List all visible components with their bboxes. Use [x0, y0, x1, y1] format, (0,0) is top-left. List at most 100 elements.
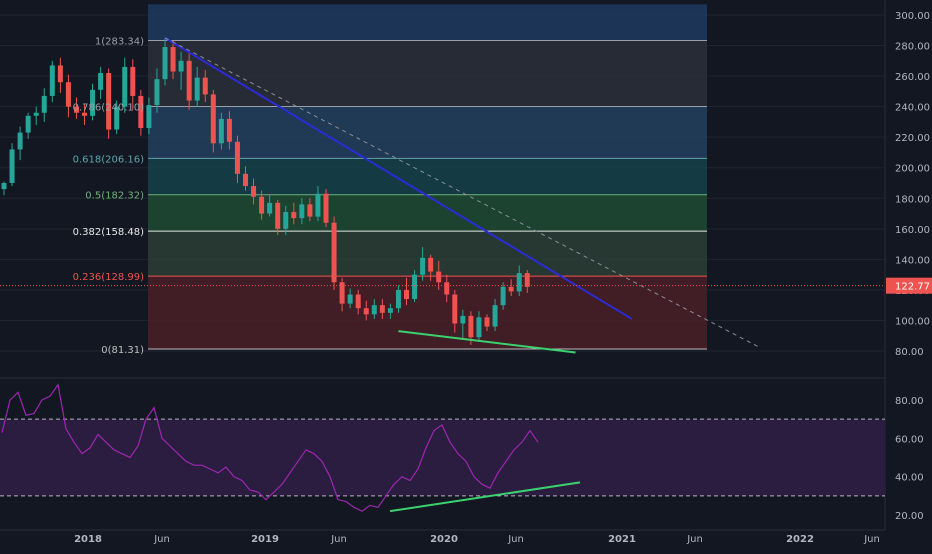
candle-body: [492, 305, 498, 327]
candle-body: [226, 118, 232, 142]
rsi-axis[interactable]: 80.00 60.00 40.00 20.00: [895, 396, 924, 522]
time-tick-label: 2019: [251, 534, 279, 545]
candle-body: [41, 95, 47, 113]
time-tick-label: Jun: [686, 534, 703, 545]
candle-body: [331, 222, 337, 283]
candle-body: [25, 115, 31, 133]
candle-body: [460, 315, 466, 324]
fib-zone: [148, 4, 707, 41]
candle-body: [387, 308, 393, 313]
candle-body: [194, 77, 200, 101]
candle-body: [355, 294, 361, 309]
candle-body: [379, 305, 385, 313]
candle-body: [524, 273, 530, 287]
candle-body: [299, 204, 305, 219]
candle-body: [234, 141, 240, 174]
candle-body: [484, 317, 490, 327]
rsi-line: [1, 383, 539, 512]
rsi-pane: [0, 383, 885, 513]
candle-body: [9, 149, 15, 183]
candle-body: [202, 77, 208, 95]
price-tick-label: 200.00: [895, 164, 930, 175]
candle-body: [452, 294, 458, 324]
candle-body: [243, 173, 248, 187]
time-tick-label: 2021: [608, 534, 636, 545]
candle-body: [291, 212, 297, 219]
rsi-divergence-line: [389, 481, 581, 513]
price-tick-label: 240.00: [895, 103, 930, 114]
candle-body: [347, 294, 353, 304]
candle-body: [130, 66, 136, 96]
price-tick-label: 80.00: [895, 347, 924, 358]
fib-level-label: 0.236(128.99): [73, 272, 145, 283]
candle-body: [98, 73, 104, 90]
candle-body: [476, 317, 482, 338]
time-tick-label: 2018: [74, 534, 102, 545]
fib-level-label: 0(81.31): [101, 345, 144, 356]
candle-body: [90, 89, 96, 116]
time-tick-label: Jun: [863, 534, 880, 545]
candle-body: [395, 289, 401, 309]
price-tick-label: 100.00: [895, 316, 930, 327]
fib-zone: [148, 40, 707, 107]
candle-body: [508, 286, 514, 292]
rsi-band: [0, 419, 885, 496]
candle-body: [275, 202, 281, 229]
fib-zone: [148, 106, 707, 159]
candle-body: [267, 202, 273, 214]
price-tick-label: 160.00: [895, 225, 930, 236]
candle-body: [315, 193, 321, 217]
candle-body: [57, 65, 63, 83]
candle-body: [170, 47, 176, 72]
candle-body: [371, 305, 377, 315]
fib-zones: [148, 4, 707, 350]
candle-body: [210, 94, 216, 144]
rsi-tick-label: 40.00: [895, 473, 924, 484]
candle-body: [17, 132, 23, 150]
candle-body: [49, 65, 55, 96]
price-tick-label: 140.00: [895, 255, 930, 266]
fib-level-label: 0.5(182.32): [85, 191, 144, 202]
candle-body: [82, 112, 87, 116]
price-tick-label: 220.00: [895, 133, 930, 144]
candle-body: [259, 196, 265, 214]
fib-level-label: 0.618(206.16): [73, 154, 145, 165]
fib-level-label: 0.786(240.10): [73, 102, 145, 113]
current-price-badge: [886, 277, 932, 294]
rsi-tick-label: 60.00: [895, 434, 924, 445]
candle-body: [106, 73, 112, 130]
candle-body: [251, 186, 257, 197]
current-price-label: 122.77: [895, 282, 930, 293]
fib-level-label: 0.382(158.48): [73, 227, 145, 238]
candle-body: [218, 118, 224, 144]
price-axis[interactable]: 300.00 280.00 260.00 240.00 220.00 200.00 180.…: [884, 0, 932, 530]
trendlines[interactable]: [0, 37, 885, 354]
time-tick-label: Jun: [153, 534, 170, 545]
price-tick-label: 280.00: [895, 42, 930, 53]
candle-body: [468, 315, 474, 338]
candles[interactable]: [1, 37, 530, 345]
price-tick-label: 180.00: [895, 194, 930, 205]
price-tick-label: 260.00: [895, 72, 930, 83]
candle-body: [138, 95, 144, 129]
candle-body: [339, 282, 345, 304]
rsi-tick-label: 80.00: [895, 396, 924, 407]
candle-body: [154, 79, 160, 106]
candle-body: [428, 257, 434, 272]
time-tick-label: Jun: [330, 534, 347, 545]
fib-zone: [148, 194, 707, 232]
candle-body: [412, 274, 418, 300]
candle-body: [122, 66, 128, 107]
candle-body: [186, 60, 192, 101]
candle-body: [323, 193, 329, 223]
candle-body: [363, 308, 369, 315]
fib-zone: [148, 276, 707, 349]
time-tick-label: 2022: [786, 534, 814, 545]
candle-body: [178, 60, 184, 72]
fib-labels: 1(283.34) 0.786(240.10) 0.618(206.16) 0.5(1…: [73, 36, 145, 356]
candle-body: [162, 47, 168, 80]
candle-body: [444, 282, 450, 295]
time-axis[interactable]: 2018 Jun 2019 Jun 2020 Jun 2021 Jun 2022 Jun: [0, 529, 885, 545]
